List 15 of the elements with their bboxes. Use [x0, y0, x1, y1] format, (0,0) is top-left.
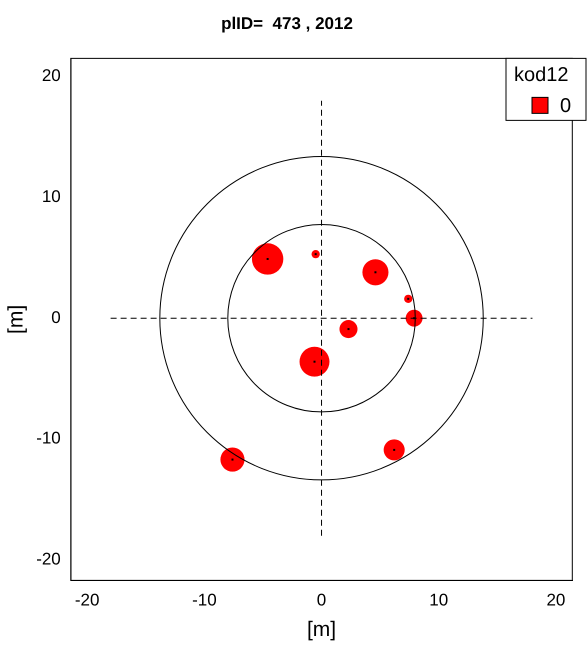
- legend-label: 0: [560, 94, 572, 117]
- chart-title: plID= 473 , 2012: [221, 14, 353, 33]
- y-tick-label: 20: [42, 66, 61, 86]
- x-tick-label: -20: [74, 590, 100, 610]
- y-tick-label: -10: [36, 428, 61, 448]
- x-tick-label: -10: [192, 590, 217, 610]
- y-tick-label: 10: [42, 187, 61, 206]
- x-tick-label: 10: [429, 590, 448, 610]
- x-tick-label: 0: [316, 590, 326, 610]
- y-axis-title: [m]: [4, 304, 28, 334]
- x-tick-label: 20: [546, 590, 566, 610]
- legend-title: kod12: [514, 64, 568, 86]
- y-tick-label: -20: [36, 550, 61, 569]
- x-axis-title: [m]: [306, 618, 336, 642]
- y-tick-label: 0: [51, 308, 61, 327]
